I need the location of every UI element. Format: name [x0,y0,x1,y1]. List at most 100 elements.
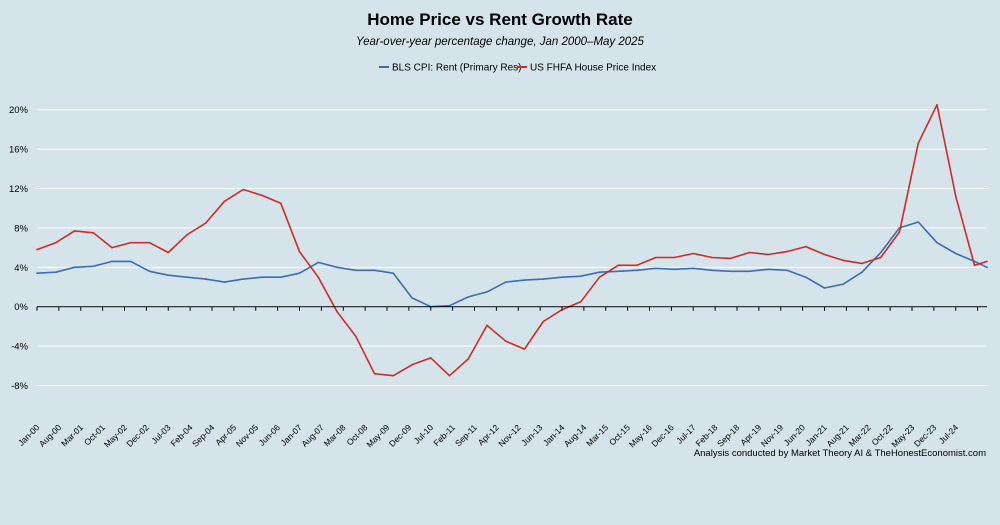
data-point [223,200,226,203]
data-point [392,272,395,275]
x-tick-label: Jun-20 [782,422,808,448]
x-axis: Jan-00Aug-00Mar-01Oct-01May-02Dec-02Jul-… [16,306,987,449]
data-point [917,142,920,144]
x-tick-label: Mar-22 [847,422,873,448]
data-point [936,241,938,244]
data-point [986,260,988,263]
data-point [673,268,676,271]
data-point [898,231,901,233]
data-point [767,253,770,256]
data-point [936,104,938,106]
data-point [655,256,657,259]
data-point [917,221,920,223]
x-tick-label: May-09 [364,422,391,449]
data-point [823,287,826,289]
y-axis-ticks: -8% -4% 0% 4% 8% 12% 16% 20% [9,105,29,392]
data-point [92,265,95,268]
x-tick-label: Sep-04 [190,422,217,449]
x-tick-label: Feb-11 [431,422,457,448]
y-tick-label: -8% [11,381,28,392]
x-tick-label: Nov-05 [234,422,261,449]
data-point [167,251,170,254]
data-point [842,283,845,285]
data-point [411,297,413,299]
legend-label-hpi: US FHFA House Price Index [530,63,656,74]
data-point [786,250,788,253]
data-point [148,270,151,273]
series-line-hpi [36,104,988,377]
data-point [336,266,338,269]
y-tick-label: 16% [9,145,29,156]
data-point [692,267,695,270]
data-point [880,251,882,254]
data-point [655,267,657,270]
data-point [92,232,95,234]
data-point [580,275,582,278]
data-point [167,274,170,277]
data-point [467,358,470,360]
data-point [205,222,207,224]
data-point [223,281,226,283]
x-tick-label: Aug-07 [299,422,326,449]
legend-label-rent: BLS CPI: Rent (Primary Res) [392,63,521,74]
data-point [486,291,488,293]
data-point [486,324,488,327]
x-tick-label: May-16 [627,422,654,449]
data-point [280,202,282,205]
x-tick-label: Mar-08 [322,422,348,448]
x-tick-label: Jul-24 [937,422,961,446]
data-point [448,374,451,377]
y-tick-label: 8% [14,223,28,234]
data-point [111,246,113,249]
series-lines [36,104,988,377]
attribution-note: Analysis conducted by Market Theory AI &… [694,448,986,459]
data-point [580,301,582,303]
data-point [298,250,301,253]
data-point [617,264,620,267]
data-point [73,230,76,232]
data-point [542,278,545,280]
data-point [317,276,320,279]
data-point [280,276,282,279]
data-point [55,241,57,244]
data-point [598,276,601,279]
x-tick-label: Sep-11 [453,422,479,448]
x-tick-label: Aug-21 [824,422,851,449]
data-point [411,364,413,366]
y-tick-label: 12% [9,184,29,195]
data-point [842,259,845,262]
x-tick-label: Mar-01 [59,422,85,448]
x-tick-label: Sep-18 [715,422,742,449]
data-point [767,268,770,271]
x-tick-label: Jun-13 [519,422,545,448]
data-point [986,266,988,269]
data-point [805,276,807,279]
legend: BLS CPI: Rent (Primary Res) US FHFA Hous… [379,63,656,74]
x-tick-label: Feb-18 [693,422,719,448]
data-point [111,260,113,263]
data-point [617,270,620,273]
data-point [861,262,863,265]
x-tick-label: Mar-15 [584,422,610,448]
data-point [711,256,713,259]
data-point [711,269,713,272]
data-point [598,271,601,274]
data-point [186,234,188,236]
data-point [130,260,132,263]
data-point [261,194,263,197]
data-point [692,252,695,255]
data-point [467,296,470,298]
data-point [861,271,863,274]
data-point [73,266,76,269]
data-point [561,276,563,279]
data-point [242,278,245,280]
y-tick-label: 20% [9,105,29,116]
data-point [36,272,38,275]
data-point [392,374,395,377]
data-point [130,241,132,244]
x-tick-label: Dec-16 [649,422,676,449]
data-point [355,269,357,272]
data-point [636,269,638,272]
chart-title: Home Price vs Rent Growth Rate [367,10,632,29]
data-point [955,252,957,255]
